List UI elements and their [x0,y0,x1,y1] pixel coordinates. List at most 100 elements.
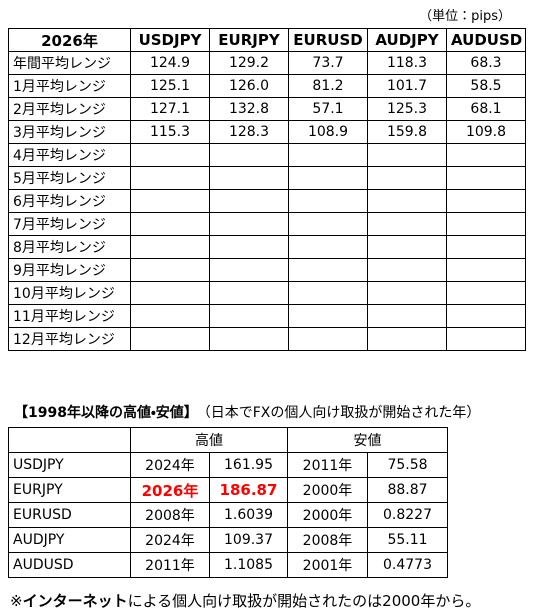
empty-cell [446,143,526,167]
empty-cell [130,235,210,259]
empty-cell [288,212,368,236]
empty-cell [130,189,210,213]
extremes-row: USDJPY 2024年 161.95 2011年 75.58 [8,452,448,478]
range-value: 125.1 [130,74,210,98]
extremes-value: 2011年 [287,452,368,478]
empty-cell [367,166,447,190]
empty-cell [288,258,368,282]
range-value: 127.1 [130,97,210,121]
row-label: 8月平均レンジ [8,235,131,259]
extremes-heading: 【1998年以降の高値・安値】 （日本でFXの個人向け取扱が開始された年） [14,402,480,422]
range-value: 58.5 [446,74,526,98]
empty-cell [130,166,210,190]
range-value: 109.8 [446,120,526,144]
extremes-row: AUDUSD 2011年 1.1085 2001年 0.4773 [8,552,448,578]
header-row: 2026年 USDJPY EURJPY EURUSD AUDJPY AUDUSD [8,28,526,52]
row-label: 10月平均レンジ [8,281,131,305]
range-row: 2月平均レンジ 127.1 132.8 57.1 125.3 68.1 [8,97,526,121]
extremes-value: 2011年 [130,552,210,578]
extremes-row: AUDJPY 2024年 109.37 2008年 55.11 [8,527,448,553]
header-cell: 2026年 [8,28,131,52]
range-row: 7月平均レンジ [8,212,526,236]
range-row: 6月平均レンジ [8,189,526,213]
pair-name: EURUSD [8,502,131,528]
empty-cell [288,166,368,190]
empty-cell [209,143,289,167]
empty-cell [367,235,447,259]
range-value: 124.9 [130,51,210,75]
extremes-row: EURUSD 2008年 1.6039 2000年 0.8227 [8,502,448,528]
row-label: 2月平均レンジ [8,97,131,121]
header-cell: USDJPY [130,28,210,52]
extremes-value: 186.87 [209,477,288,503]
range-row: 4月平均レンジ [8,143,526,167]
header-cell: 安値 [287,427,448,453]
empty-cell [130,327,210,351]
empty-cell [367,281,447,305]
pair-name: AUDJPY [8,527,131,553]
extremes-value: 2026年 [130,477,210,503]
range-value: 68.1 [446,97,526,121]
empty-cell [209,212,289,236]
range-value: 126.0 [209,74,289,98]
range-value: 132.8 [209,97,289,121]
row-label: 3月平均レンジ [8,120,131,144]
empty-cell [209,258,289,282]
range-row: 年間平均レンジ 124.9 129.2 73.7 118.3 68.3 [8,51,526,75]
range-value: 125.3 [367,97,447,121]
row-label: 9月平均レンジ [8,258,131,282]
range-row: 10月平均レンジ [8,281,526,305]
empty-cell [288,235,368,259]
extremes-value: 2000年 [287,502,368,528]
extremes-value: 109.37 [209,527,288,553]
range-row: 9月平均レンジ [8,258,526,282]
empty-cell [367,258,447,282]
row-label: 5月平均レンジ [8,166,131,190]
empty-cell [367,143,447,167]
pair-name: AUDUSD [8,552,131,578]
empty-cell [288,304,368,328]
header-cell: EURUSD [288,28,368,52]
range-row: 11月平均レンジ [8,304,526,328]
empty-cell [209,235,289,259]
header-row: 高値 安値 [8,427,448,453]
range-value: 108.9 [288,120,368,144]
range-value: 129.2 [209,51,289,75]
empty-cell [288,327,368,351]
empty-cell [446,235,526,259]
footnote-emphasis: インターネット [22,592,128,610]
row-label: 12月平均レンジ [8,327,131,351]
range-table: 2026年 USDJPY EURJPY EURUSD AUDJPY AUDUSD 年間平均レ… [8,28,526,351]
empty-cell [367,327,447,351]
pair-name: EURJPY [8,477,131,503]
range-row: 8月平均レンジ [8,235,526,259]
range-row: 3月平均レンジ 115.3 128.3 108.9 159.8 109.8 [8,120,526,144]
empty-cell [130,212,210,236]
extremes-value: 55.11 [367,527,448,553]
extremes-row: EURJPY 2026年 186.87 2000年 88.87 [8,477,448,503]
header-cell [8,427,131,453]
footnote-mark: ※ [10,592,23,610]
range-value: 118.3 [367,51,447,75]
range-row: 5月平均レンジ [8,166,526,190]
empty-cell [130,143,210,167]
extremes-value: 161.95 [209,452,288,478]
header-cell: AUDJPY [367,28,447,52]
extremes-subtitle: （日本でFXの個人向け取扱が開始された年） [203,405,481,421]
range-value: 128.3 [209,120,289,144]
extremes-value: 2008年 [287,527,368,553]
unit-note: （単位：pips） [419,9,511,24]
empty-cell [130,258,210,282]
range-value: 73.7 [288,51,368,75]
empty-cell [130,281,210,305]
header-cell: EURJPY [209,28,289,52]
extremes-value: 2000年 [287,477,368,503]
row-label: 1月平均レンジ [8,74,131,98]
extremes-title: 【1998年以降の高値・安値】 [14,405,198,421]
header-cell: AUDUSD [446,28,526,52]
row-label: 6月平均レンジ [8,189,131,213]
extremes-table: 高値 安値 USDJPY 2024年 161.95 2011年 75.58 EURJPY 202… [8,427,448,578]
range-value: 68.3 [446,51,526,75]
